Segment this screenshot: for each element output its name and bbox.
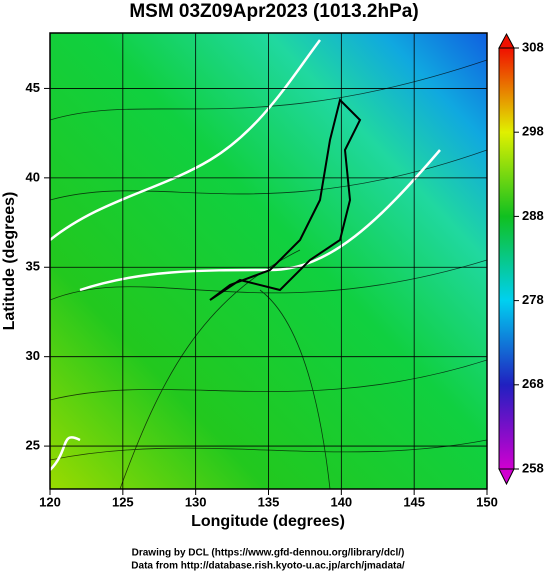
y-tick-label: 35 [26, 259, 40, 274]
footer-line: Data from http://database.rish.kyoto-u.a… [131, 561, 405, 572]
colorbar-tick-label: 268 [522, 376, 544, 391]
footer-line: Drawing by DCL (https://www.gfd-dennou.o… [132, 548, 405, 559]
colorbar-tick-label: 298 [522, 124, 544, 139]
x-tick-label: 125 [112, 494, 134, 509]
colorbar-extend-bottom [498, 468, 515, 486]
y-tick-label: 45 [26, 80, 40, 95]
x-tick-label: 135 [258, 494, 280, 509]
x-tick-label: 140 [330, 494, 352, 509]
y-axis-label: Latitude (degrees) [1, 192, 18, 331]
colorbar-tick-label: 278 [522, 292, 544, 307]
x-tick-label: 130 [185, 494, 207, 509]
colorbar [498, 47, 515, 470]
y-tick-label: 25 [26, 438, 40, 453]
y-tick-label: 40 [26, 169, 40, 184]
title: MSM 03Z09Apr2023 (1013.2hPa) [129, 1, 418, 22]
colorbar-tick-label: 258 [522, 460, 544, 475]
x-tick-label: 145 [403, 494, 425, 509]
x-axis-label: Longitude (degrees) [191, 513, 345, 530]
y-tick-label: 30 [26, 348, 40, 363]
colorbar-tick-label: 288 [522, 208, 544, 223]
colorbar-extend-top [498, 32, 515, 49]
x-tick-label: 120 [39, 494, 61, 509]
colorbar-tick-label: 308 [522, 39, 544, 54]
x-tick-label: 150 [476, 494, 498, 509]
